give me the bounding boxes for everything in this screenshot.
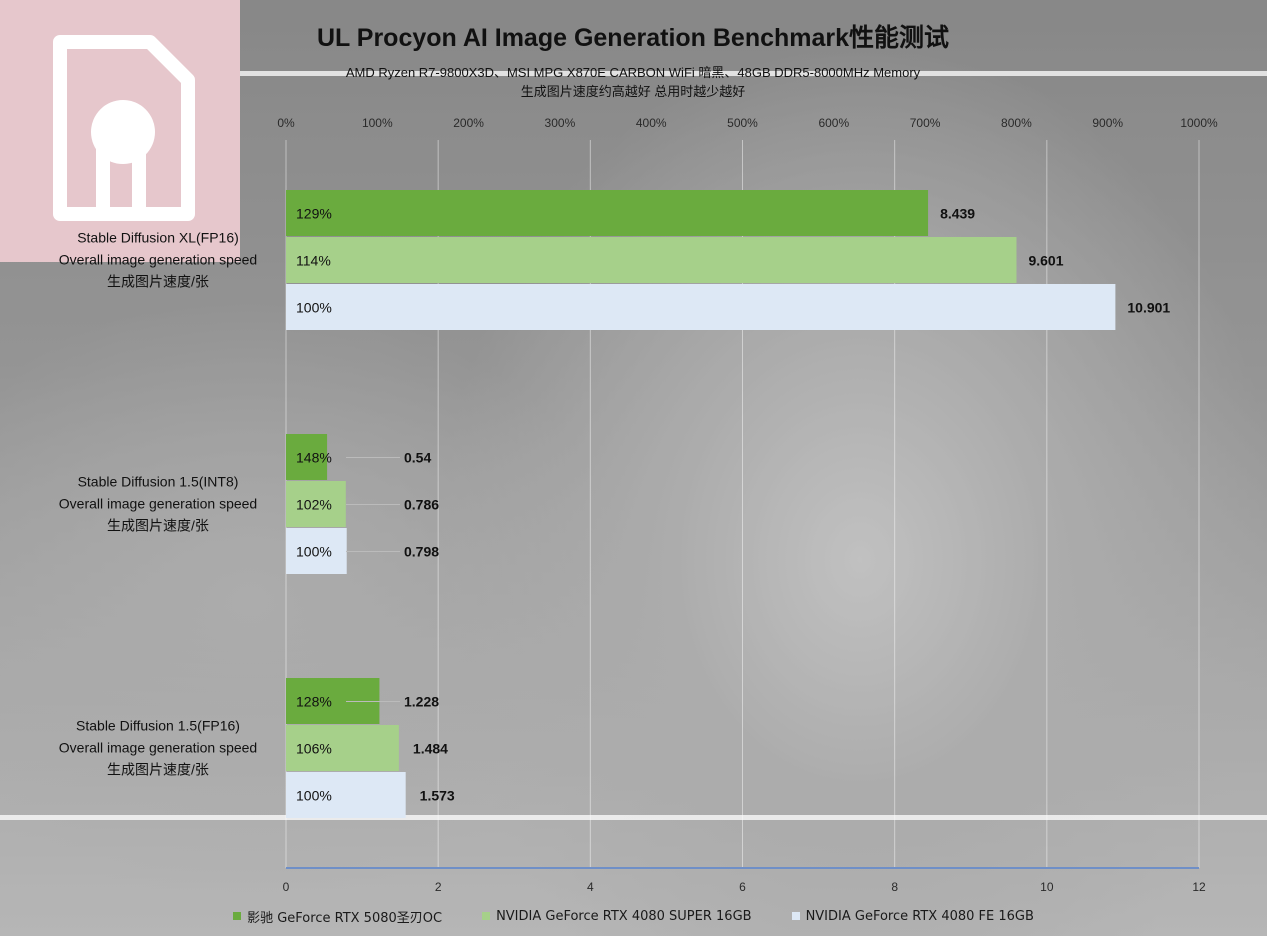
x-tick-label: 8 [891,880,898,894]
bar [286,528,347,574]
bar [286,725,399,771]
logo-panel [0,0,240,262]
top-axis-tick-label: 600% [818,116,849,130]
top-axis-tick-label: 800% [1001,116,1032,130]
bar [286,190,929,236]
x-tick-label: 12 [1192,880,1206,894]
bar-value-label: 1.228 [404,694,439,710]
decor-line-bottom [0,815,1267,820]
x-tick-label: 0 [283,880,290,894]
legend-item: 影驰 GeForce RTX 5080圣刃OC [233,907,442,926]
top-axis-tick-label: 900% [1092,116,1123,130]
bar-value-label: 1.484 [413,741,448,757]
category-label: Stable Diffusion XL(FP16) [77,230,239,246]
bar-percent-label: 106% [296,741,332,757]
bar-value-label: 0.54 [404,450,431,466]
bar [286,284,1116,330]
bar-percent-label: 148% [296,450,332,466]
decor-line-top [240,71,1267,76]
bar-value-label: 0.786 [404,497,439,513]
chart-title: UL Procyon AI Image Generation Benchmark… [317,23,949,52]
bar [286,434,328,480]
bar [286,481,346,527]
x-tick-label: 2 [435,880,442,894]
top-axis-tick-label: 700% [910,116,941,130]
legend-swatch [233,912,242,920]
bar-percent-label: 114% [296,253,331,269]
document-logo-icon [53,35,195,221]
x-tick-label: 6 [739,880,746,894]
top-axis-tick-label: 300% [545,116,576,130]
chart-note: 生成图片速度约高越好 总用时越少越好 [521,84,746,99]
category-label: Overall image generation speed [59,252,257,268]
x-tick-label: 10 [1040,880,1054,894]
category-label: 生成图片速度/张 [107,518,209,534]
bar-percent-label: 129% [296,206,332,222]
bar-value-label: 9.601 [1028,253,1063,269]
legend-item: NVIDIA GeForce RTX 4080 FE 16GB [791,908,1034,924]
legend-label: NVIDIA GeForce RTX 4080 SUPER 16GB [496,908,752,924]
category-label: Overall image generation speed [59,740,257,756]
legend-item: NVIDIA GeForce RTX 4080 SUPER 16GB [482,909,752,924]
legend-swatch [791,912,800,920]
bar-value-label: 10.901 [1127,300,1170,316]
bar-percent-label: 100% [296,544,332,560]
top-axis-tick-label: 500% [727,116,758,130]
bar-percent-label: 128% [296,694,332,710]
category-label: 生成图片速度/张 [107,274,209,290]
category-label: Stable Diffusion 1.5(FP16) [76,718,240,734]
x-tick-label: 4 [587,880,594,894]
top-axis-tick-label: 100% [362,116,393,130]
bar [286,237,1017,283]
bar-percent-label: 100% [296,300,332,316]
top-axis-tick-label: 400% [636,116,667,130]
chart-subtitle: AMD Ryzen R7-9800X3D、MSI MPG X870E CARBO… [346,65,921,80]
top-axis-tick-label: 1000% [1180,116,1218,130]
bar-percent-label: 100% [296,788,332,804]
top-axis-tick-label: 0% [277,116,295,130]
category-label: Overall image generation speed [59,496,257,512]
legend-label: NVIDIA GeForce RTX 4080 FE 16GB [805,908,1034,924]
bar [286,772,406,818]
bar-value-label: 1.573 [420,788,455,804]
legend-label: 影驰 GeForce RTX 5080圣刃OC [247,910,443,926]
legend-swatch [482,912,491,920]
chart-legend: 影驰 GeForce RTX 5080圣刃OC NVIDIA GeForce RT… [0,904,1267,928]
category-label: Stable Diffusion 1.5(INT8) [78,474,239,490]
bar-value-label: 0.798 [404,544,439,560]
bar-value-label: 8.439 [940,206,975,222]
bar-percent-label: 102% [296,497,332,513]
category-label: 生成图片速度/张 [107,762,209,778]
top-axis-tick-label: 200% [453,116,484,130]
